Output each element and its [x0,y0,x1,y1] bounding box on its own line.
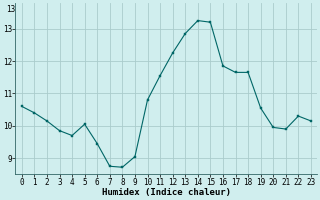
X-axis label: Humidex (Indice chaleur): Humidex (Indice chaleur) [102,188,231,197]
Text: 13: 13 [6,5,15,14]
